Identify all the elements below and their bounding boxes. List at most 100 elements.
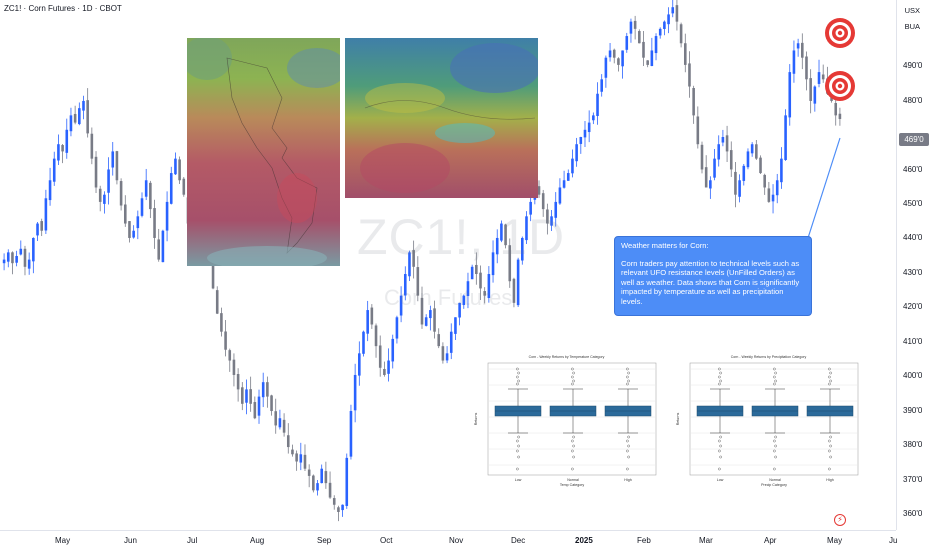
candle-body bbox=[562, 180, 566, 188]
candle-body bbox=[52, 158, 56, 182]
price-scale[interactable]: USX BUA 490'0 480'0 469'0 460'0 450'0 44… bbox=[896, 0, 932, 530]
candle-body bbox=[174, 158, 177, 175]
boxplot-outlier bbox=[773, 375, 776, 379]
watermark-name: Corn Futures bbox=[384, 285, 513, 310]
candle-body bbox=[253, 402, 257, 419]
weather-callout[interactable]: Weather matters for Corn: Corn traders p… bbox=[614, 236, 812, 316]
boxplot-outlier bbox=[828, 439, 831, 443]
candle-body bbox=[270, 395, 273, 412]
candle-body bbox=[23, 248, 27, 267]
boxplot-x-label: Temp Category bbox=[560, 483, 585, 487]
candle-body bbox=[316, 483, 319, 491]
candle-body bbox=[161, 230, 165, 263]
boxplot-outlier bbox=[572, 455, 575, 459]
candle-body bbox=[103, 194, 106, 204]
boxplot-frame bbox=[487, 362, 657, 476]
candle-body bbox=[224, 331, 227, 350]
candle-body bbox=[433, 308, 436, 332]
price-tick: 370'0 bbox=[903, 475, 923, 484]
candle-body bbox=[32, 237, 35, 262]
candle-body bbox=[750, 144, 754, 154]
boxplot-outlier bbox=[828, 382, 831, 386]
boxplot-precipitation-title: Corn - Weekly Returns by Precipitation C… bbox=[730, 355, 807, 359]
candle-body bbox=[491, 252, 495, 276]
candle-body bbox=[633, 20, 637, 29]
boxplot-outlier bbox=[719, 379, 722, 383]
lightning-icon[interactable]: ⚡ bbox=[834, 514, 846, 526]
candle-body bbox=[332, 498, 336, 505]
candle-body bbox=[583, 129, 587, 138]
candle-body bbox=[299, 454, 303, 463]
boxplot-outlier bbox=[828, 467, 831, 471]
candle-body bbox=[370, 307, 374, 325]
candle-body bbox=[366, 310, 369, 334]
boxplot-outlier bbox=[627, 435, 630, 439]
candle-body bbox=[700, 144, 704, 170]
candle-body bbox=[424, 317, 428, 326]
candle-body bbox=[445, 353, 449, 361]
candle-body bbox=[282, 419, 286, 433]
boxplot-outlier bbox=[718, 367, 721, 371]
boxplot-outlier bbox=[572, 371, 575, 375]
price-tick: 440'0 bbox=[903, 233, 923, 242]
eurasia-temperature-map bbox=[345, 38, 538, 198]
candle-body bbox=[558, 187, 562, 204]
candle-body bbox=[220, 313, 223, 332]
candle-body bbox=[399, 295, 403, 316]
time-label: Nov bbox=[449, 536, 464, 545]
boxplot-outlier bbox=[626, 382, 629, 386]
boxplot-outlier bbox=[517, 444, 520, 448]
candle-body bbox=[441, 346, 445, 361]
boxplot-outlier bbox=[516, 367, 519, 371]
candle-body bbox=[98, 188, 102, 202]
time-label: Mar bbox=[699, 536, 713, 545]
candle-body bbox=[771, 194, 775, 202]
candle-body bbox=[470, 266, 474, 280]
candle-body bbox=[291, 449, 294, 455]
candle-body bbox=[157, 239, 161, 260]
candle-body bbox=[763, 174, 766, 188]
price-tick: 380'0 bbox=[903, 440, 923, 449]
candle-body bbox=[57, 144, 60, 161]
candle-body bbox=[508, 245, 512, 282]
boxplot-temperature: Corn - Weekly Returns by Temperature Cat… bbox=[470, 353, 663, 490]
price-tick: 430'0 bbox=[903, 268, 923, 277]
current-price-tag: 469'0 bbox=[899, 133, 929, 146]
candle-body bbox=[838, 113, 842, 119]
candle-body bbox=[621, 50, 624, 67]
time-label: Dec bbox=[511, 536, 526, 545]
price-tick: 450'0 bbox=[903, 199, 923, 208]
candle-body bbox=[374, 325, 378, 347]
candle-body bbox=[249, 389, 252, 404]
candle-body bbox=[780, 158, 783, 183]
candle-body bbox=[82, 100, 85, 111]
candlestick-plot[interactable] bbox=[0, 0, 896, 530]
candle-body bbox=[504, 224, 507, 246]
candle-body bbox=[821, 74, 825, 80]
boxplot-outlier bbox=[828, 375, 831, 379]
candle-body bbox=[449, 331, 453, 353]
boxplot-outlier bbox=[774, 371, 777, 375]
candle-body bbox=[596, 93, 599, 116]
boxplot-precipitation: Corn - Weekly Returns by Precipitation C… bbox=[672, 353, 865, 490]
candle-body bbox=[462, 295, 466, 306]
candle-body bbox=[65, 129, 69, 153]
candle-body bbox=[612, 49, 616, 58]
candle-body bbox=[69, 115, 73, 132]
candle-body bbox=[303, 454, 307, 469]
boxplot-outlier bbox=[718, 449, 721, 453]
candle-body bbox=[341, 504, 344, 511]
target-icon bbox=[825, 18, 855, 48]
boxplot-outlier bbox=[517, 371, 520, 375]
candle-body bbox=[61, 145, 64, 152]
time-axis[interactable]: May Jun Jul Aug Sep Oct Nov Dec 2025 Feb… bbox=[0, 530, 897, 550]
candle-body bbox=[408, 252, 411, 277]
candle-body bbox=[165, 201, 169, 231]
candle-body bbox=[817, 72, 821, 84]
candle-body bbox=[629, 21, 633, 34]
boxplot-outlier bbox=[718, 467, 721, 471]
boxplot-outlier bbox=[516, 449, 519, 453]
candle-body bbox=[312, 475, 315, 491]
candle-body bbox=[328, 482, 332, 498]
